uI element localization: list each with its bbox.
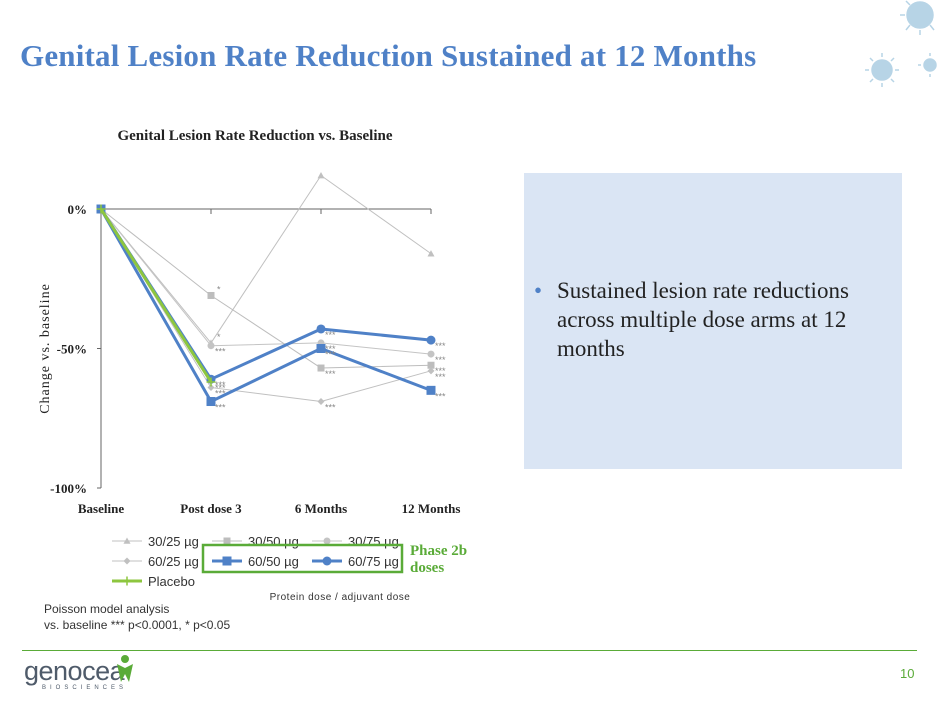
data-point xyxy=(427,361,435,369)
logo-figure-icon xyxy=(117,655,133,682)
significance-label: *** xyxy=(325,330,336,340)
significance-label: *** xyxy=(325,344,336,354)
phase-label-line2: doses xyxy=(410,560,445,576)
data-point xyxy=(207,291,215,299)
footnote-line2: vs. baseline *** p<0.0001, * p<0.05 xyxy=(44,618,231,632)
slide-title: Genital Lesion Rate Reduction Sustained … xyxy=(20,38,757,73)
data-point xyxy=(317,398,325,406)
data-point xyxy=(316,344,326,353)
significance-label: *** xyxy=(435,355,446,365)
legend-entry: 30/50 µg xyxy=(248,534,299,549)
logo-wordmark: genocea xyxy=(24,656,125,686)
logo-subtitle: BIOSCIENCES xyxy=(42,685,128,691)
legend-marker xyxy=(123,557,131,565)
key-message-box: • Sustained lesion rate reductions acros… xyxy=(524,173,902,469)
significance-label: * xyxy=(217,332,221,342)
legend-marker xyxy=(122,576,132,586)
data-point xyxy=(317,172,325,179)
series-line xyxy=(100,208,432,369)
data-point xyxy=(427,350,435,358)
series-line xyxy=(99,208,213,383)
y-axis-label: Change vs. baseline xyxy=(38,283,53,414)
x-axis-caption: Protein dose / adjuvant dose xyxy=(270,592,411,603)
data-point xyxy=(317,364,325,372)
data-point xyxy=(207,384,215,392)
significance-label: *** xyxy=(215,389,226,399)
legend-marker xyxy=(323,537,331,545)
phase-2b-highlight-box xyxy=(201,543,404,574)
data-point xyxy=(206,377,216,387)
significance-label: *** xyxy=(325,403,336,413)
significance-label: *** xyxy=(325,369,336,379)
legend-marker xyxy=(222,556,232,566)
significance-label: *** xyxy=(215,380,226,390)
genocea-logo: genocea BIOSCIENCES xyxy=(22,655,172,696)
data-point xyxy=(426,335,436,345)
significance-label: *** xyxy=(435,341,446,351)
data-point xyxy=(207,342,215,350)
x-tick-label: 6 Months xyxy=(295,501,347,516)
chart-title: Genital Lesion Rate Reduction vs. Baseli… xyxy=(117,128,392,144)
phase-label-line1: Phase 2b xyxy=(410,543,468,559)
footnote: Poisson model analysis vs. baseline *** … xyxy=(44,601,230,633)
significance-label: *** xyxy=(435,372,446,382)
significance-label: *** xyxy=(215,347,226,357)
page-number: 10 xyxy=(900,666,915,681)
phase-2b-label: Phase 2b doses xyxy=(410,543,467,577)
virus-decoration-icon xyxy=(865,0,937,87)
legend-entry: Placebo xyxy=(148,574,195,589)
footer-divider xyxy=(22,650,917,651)
series-line xyxy=(100,208,432,355)
data-point xyxy=(427,367,435,375)
x-tick-label: 12 Months xyxy=(402,501,461,516)
significance-label: *** xyxy=(435,391,446,401)
data-point xyxy=(96,204,106,214)
bullet-dot: • xyxy=(534,278,543,303)
significance-label: *** xyxy=(215,403,226,413)
series-line xyxy=(99,208,432,404)
legend-entry: 30/25 µg xyxy=(148,534,199,549)
y-tick-label: -100% xyxy=(50,481,87,496)
legend-entry: 60/25 µg xyxy=(148,554,199,569)
data-point xyxy=(426,385,436,395)
x-tick-label: Baseline xyxy=(78,501,124,516)
significance-label: *** xyxy=(435,366,446,376)
legend-entry: 60/75 µg xyxy=(348,554,399,569)
y-tick-label: -50% xyxy=(57,342,87,357)
x-tick-label: Post dose 3 xyxy=(180,501,242,516)
significance-label: *** xyxy=(215,383,226,393)
series-line xyxy=(100,175,432,344)
y-tick-label: 0% xyxy=(68,202,88,217)
data-point xyxy=(316,324,326,334)
legend-entry: 60/50 µg xyxy=(248,554,299,569)
legend-marker xyxy=(223,537,231,545)
footnote-line1: Poisson model analysis xyxy=(44,602,170,616)
key-message-text: Sustained lesion rate reductions across … xyxy=(557,278,849,361)
significance-label: * xyxy=(217,284,221,294)
significance-label: *** xyxy=(325,350,336,360)
legend-marker xyxy=(322,556,332,566)
legend-entry: 30/75 µg xyxy=(348,534,399,549)
data-point xyxy=(206,397,216,407)
data-point xyxy=(427,250,435,257)
legend-marker xyxy=(123,537,131,544)
